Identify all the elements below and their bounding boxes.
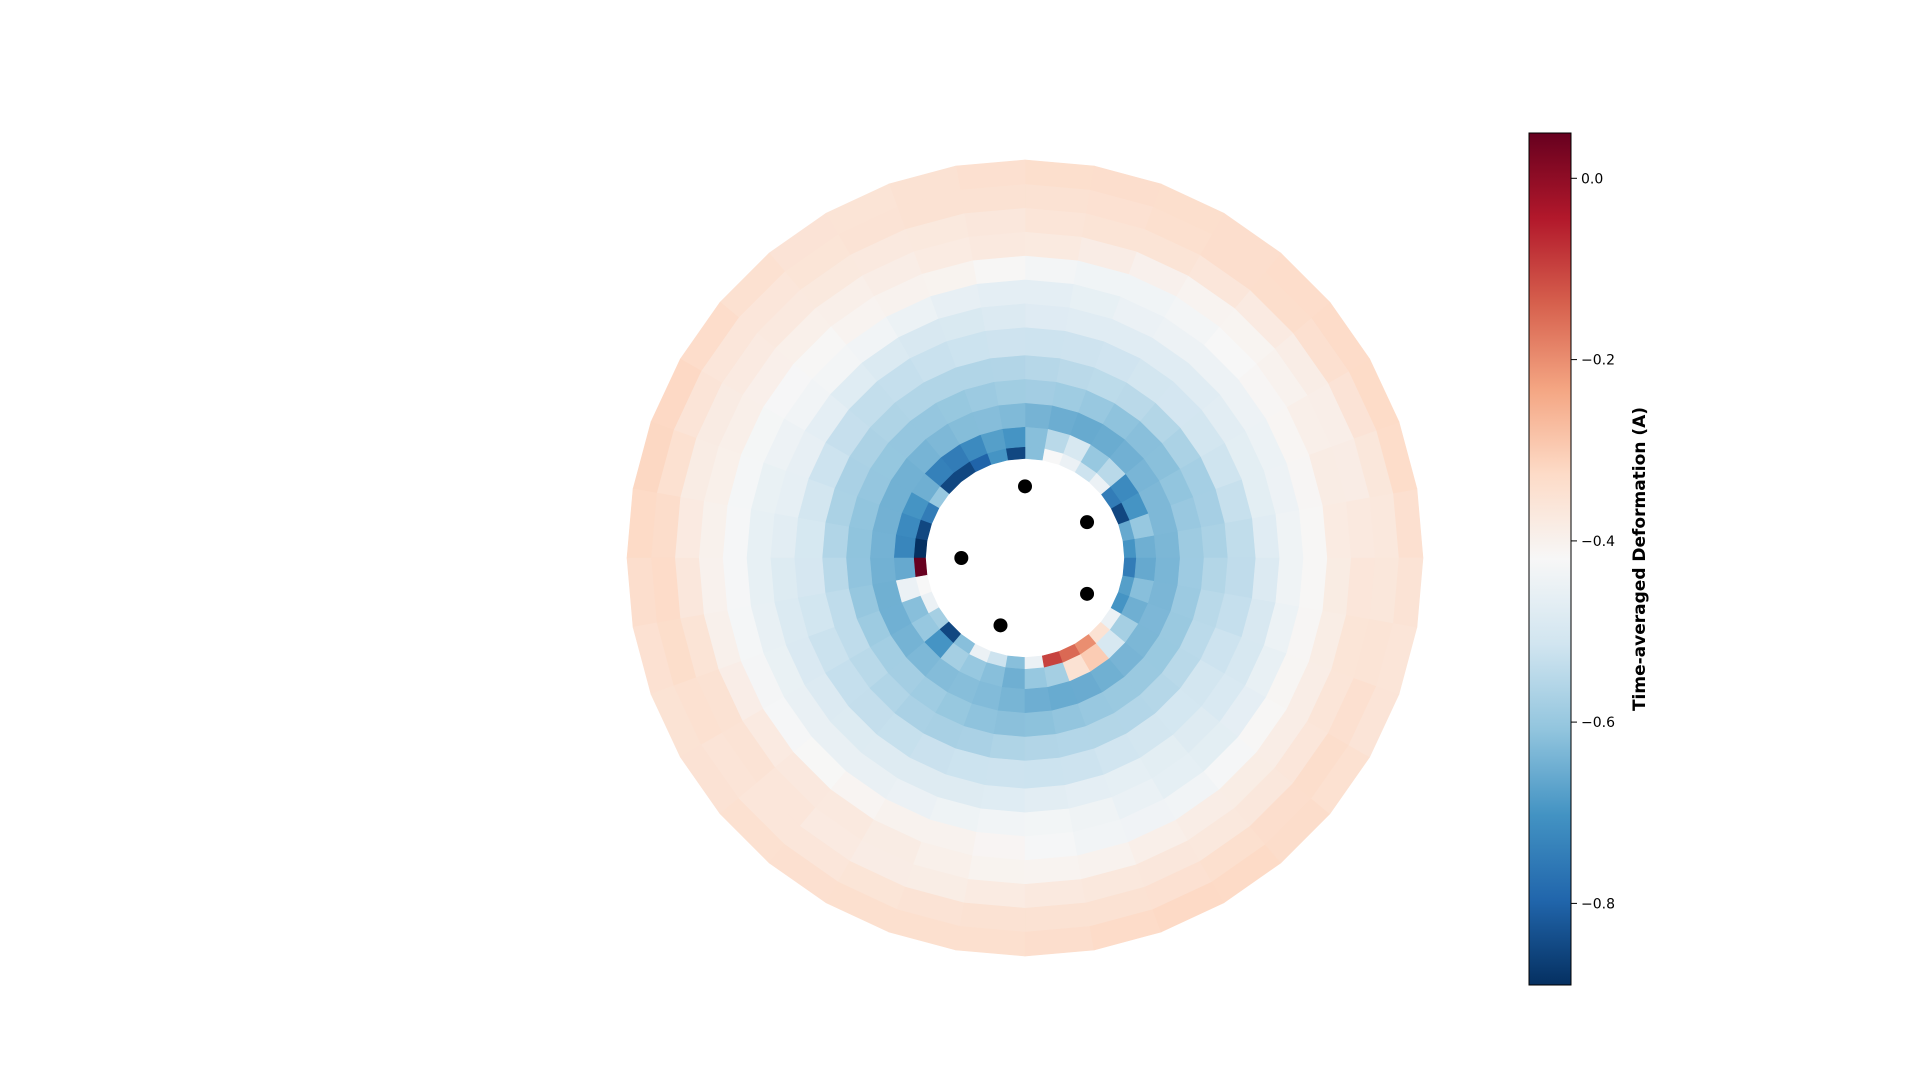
heatmap-cell xyxy=(893,557,916,582)
heatmap-cell xyxy=(1299,505,1328,559)
sensor-marker xyxy=(993,618,1008,633)
heatmap-cell xyxy=(722,505,751,559)
heatmap-cell xyxy=(1224,517,1257,559)
sensor-markers xyxy=(954,479,1095,633)
heatmap-cell xyxy=(1024,687,1053,714)
heatmap-cell xyxy=(989,734,1026,762)
colorbar-tick-label: −0.6 xyxy=(1581,715,1615,731)
heatmap-cell xyxy=(893,534,916,559)
heatmap-cell xyxy=(1024,655,1045,670)
colorbar-tick-label: 0.0 xyxy=(1581,171,1603,187)
colorbar-label: Time-averaged Deformation (A) xyxy=(1630,407,1650,711)
heatmap-cell xyxy=(1024,279,1074,308)
heatmap-cell xyxy=(1252,513,1281,559)
heatmap-cell xyxy=(993,378,1026,406)
heatmap-cell xyxy=(1177,557,1205,590)
heatmap-cell xyxy=(769,513,798,559)
heatmap-cell xyxy=(821,557,849,594)
colorbar-tick-label: −0.8 xyxy=(1581,896,1615,912)
heatmap-cell xyxy=(1024,734,1061,762)
colorbar-tick-label: −0.2 xyxy=(1581,353,1615,369)
heatmap-cell xyxy=(1024,378,1057,406)
heatmap-cell xyxy=(993,710,1026,738)
heatmap-cell xyxy=(913,538,928,559)
heatmap-cell xyxy=(984,757,1026,790)
heatmap-cell xyxy=(976,279,1026,308)
heatmap-cell xyxy=(980,785,1026,814)
heatmap-cell xyxy=(972,255,1026,284)
heatmap-cell xyxy=(1024,326,1066,359)
heatmap-cell xyxy=(1252,557,1281,603)
sensor-marker xyxy=(1080,515,1095,530)
colorbar-ticks: 0.0 −0.2 −0.4 −0.6 −0.8 xyxy=(1571,171,1615,912)
heatmap-cell xyxy=(869,557,896,586)
heatmap-cell xyxy=(769,557,798,603)
polar-heatmap-cells xyxy=(626,159,1424,957)
heatmap-cell xyxy=(1122,557,1137,578)
heatmap-cell xyxy=(793,517,826,559)
heatmap-cell xyxy=(972,832,1026,861)
heatmap-cell xyxy=(1024,446,1045,461)
heatmap-cell xyxy=(1024,785,1070,814)
heatmap-cell xyxy=(1024,302,1070,331)
heatmap-cell xyxy=(1201,557,1229,594)
heatmap-cell xyxy=(793,557,826,599)
heatmap-cell xyxy=(997,402,1026,429)
heatmap-cell xyxy=(1001,667,1026,690)
heatmap-cell xyxy=(1024,808,1074,837)
sensor-marker xyxy=(1018,479,1032,494)
heatmap-cell xyxy=(1024,354,1061,382)
heatmap-cell xyxy=(1024,402,1053,429)
heatmap-cell xyxy=(1299,557,1328,611)
heatmap-cell xyxy=(1224,557,1257,599)
heatmap-cell xyxy=(845,557,873,590)
heatmap-cell xyxy=(869,530,896,559)
heatmap-cell xyxy=(1134,557,1157,582)
heatmap-cell xyxy=(980,302,1026,331)
heatmap-cell xyxy=(1275,557,1304,607)
sensor-marker xyxy=(1080,586,1095,601)
heatmap-cell xyxy=(1001,426,1026,449)
heatmap-cell xyxy=(1393,557,1424,628)
heatmap-cell xyxy=(722,557,751,611)
heatmap-cell xyxy=(1024,832,1078,861)
colorbar-tick-label: −0.4 xyxy=(1581,534,1615,550)
heatmap-cell xyxy=(1024,710,1057,738)
heatmap-cell xyxy=(1005,655,1026,670)
heatmap-cell xyxy=(746,557,775,607)
heatmap-cell xyxy=(1005,446,1026,461)
sensor-marker xyxy=(954,551,969,565)
heatmap-cell xyxy=(1154,557,1181,586)
heatmap-cell xyxy=(1154,530,1181,559)
heatmap-cell xyxy=(984,326,1026,359)
heatmap-cell xyxy=(1024,426,1049,449)
heatmap-cell xyxy=(821,522,849,559)
heatmap-cell xyxy=(1024,255,1078,284)
colorbar-gradient xyxy=(1528,132,1572,986)
heatmap-cell xyxy=(1201,522,1229,559)
heatmap-cell xyxy=(1134,534,1157,559)
heatmap-cell xyxy=(913,557,928,578)
heatmap-cell xyxy=(1122,538,1137,559)
heatmap-cell xyxy=(1177,526,1205,559)
heatmap-cell xyxy=(845,526,873,559)
heatmap-cell xyxy=(997,687,1026,714)
colorbar: 0.0 −0.2 −0.4 −0.6 −0.8 Time-averaged Deform… xyxy=(1528,132,1650,986)
heatmap-cell xyxy=(746,509,775,559)
heatmap-cell xyxy=(976,808,1026,837)
heatmap-cell xyxy=(1275,509,1304,559)
heatmap-cell xyxy=(1024,757,1066,790)
heatmap-cell xyxy=(1024,667,1049,690)
heatmap-cell xyxy=(989,354,1026,382)
